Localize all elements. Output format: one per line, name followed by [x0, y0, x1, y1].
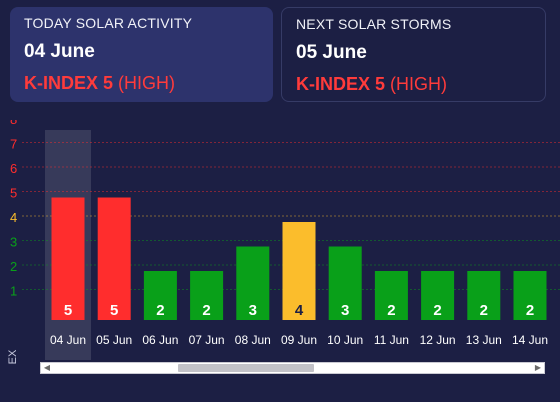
x-tick-label: 09 Jun: [281, 333, 317, 347]
x-tick-label: 08 Jun: [235, 333, 271, 347]
bar-value-label: 2: [202, 302, 210, 319]
next-date: 05 June: [296, 42, 367, 63]
x-tick-label: 11 Jun: [374, 333, 409, 347]
bar: [421, 271, 455, 320]
today-card-title: TODAY SOLAR ACTIVITY: [24, 15, 193, 31]
next-kindex-value: K-INDEX 5: [296, 74, 386, 94]
bar: [282, 222, 316, 320]
y-tick-label: 6: [10, 161, 17, 176]
bar-value-label: 2: [433, 302, 441, 319]
bar-value-label: 3: [249, 302, 257, 319]
x-tick-label: 07 Jun: [189, 333, 225, 347]
bar-value-label: 2: [480, 302, 488, 319]
x-tick-label: 10 Jun: [327, 333, 363, 347]
scroll-right-icon[interactable]: ▶: [534, 363, 542, 372]
y-axis-title: K-INDEX: [7, 349, 19, 365]
scrollbar-thumb[interactable]: [178, 364, 314, 372]
today-kindex-level: (HIGH): [118, 73, 176, 93]
next-kindex: K-INDEX 5 (HIGH): [296, 74, 531, 95]
y-tick-label: 4: [10, 210, 17, 225]
x-tick-label: 14 Jun: [512, 333, 548, 347]
bar: [143, 271, 177, 320]
scroll-left-icon[interactable]: ◀: [43, 363, 51, 372]
bar: [190, 271, 224, 320]
bar: [374, 271, 408, 320]
next-card-title: NEXT SOLAR STORMS: [296, 16, 452, 32]
bar-value-label: 5: [110, 302, 118, 319]
today-kindex-value: K-INDEX 5: [24, 73, 114, 93]
y-tick-label: 8: [10, 120, 17, 127]
x-tick-label: 06 Jun: [142, 333, 178, 347]
bar: [513, 271, 547, 320]
x-tick-label: 04 Jun: [50, 333, 86, 347]
y-tick-label: 1: [10, 284, 17, 299]
y-tick-label: 2: [10, 259, 17, 274]
chart-scrollbar[interactable]: ◀ ▶: [40, 362, 545, 374]
y-tick-label: 5: [10, 186, 17, 201]
bar: [97, 197, 131, 320]
bar: [328, 246, 362, 320]
bar-value-label: 2: [526, 302, 534, 319]
bar-value-label: 2: [387, 302, 395, 319]
x-tick-label: 05 Jun: [96, 333, 132, 347]
today-date: 04 June: [24, 41, 95, 62]
x-tick-label: 12 Jun: [420, 333, 456, 347]
bar-value-label: 3: [341, 302, 349, 319]
y-tick-label: 7: [10, 137, 17, 152]
bar: [51, 197, 85, 320]
x-tick-label: 13 Jun: [466, 333, 502, 347]
next-kindex-level: (HIGH): [390, 74, 448, 94]
bar-value-label: 4: [295, 302, 304, 319]
y-tick-label: 3: [10, 235, 17, 250]
bar-value-label: 2: [156, 302, 164, 319]
bar: [236, 246, 270, 320]
today-solar-activity-card: TODAY SOLAR ACTIVITY 04 June K-INDEX 5 (…: [10, 7, 273, 102]
bar: [467, 271, 501, 320]
bar-value-label: 5: [64, 302, 72, 319]
next-solar-storms-card: NEXT SOLAR STORMS 05 June K-INDEX 5 (HIG…: [281, 7, 546, 102]
today-kindex: K-INDEX 5 (HIGH): [24, 73, 259, 94]
